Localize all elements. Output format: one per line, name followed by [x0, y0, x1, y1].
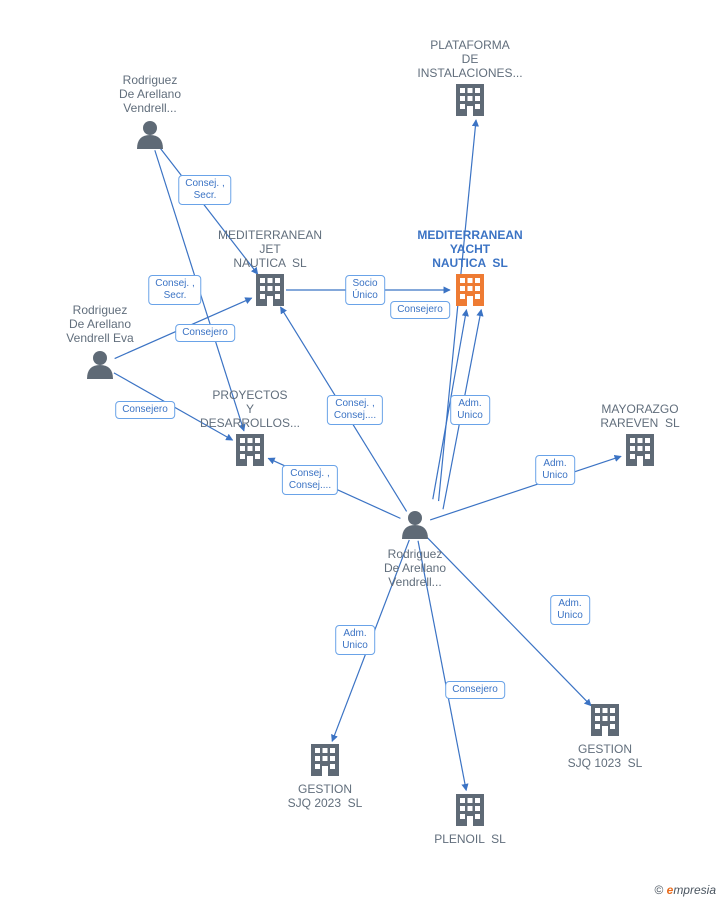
- edge-label: Consej. , Secr.: [178, 175, 231, 205]
- building-icon[interactable]: [456, 274, 484, 306]
- edge-label: Consej. , Consej....: [282, 465, 338, 495]
- building-icon[interactable]: [311, 744, 339, 776]
- edge-label: Consej. , Secr.: [148, 275, 201, 305]
- edge-label: Socio Único: [345, 275, 385, 305]
- node-label: Rodriguez De Arellano Vendrell...: [384, 547, 446, 589]
- edge-label: Consejero: [390, 301, 450, 319]
- person-icon[interactable]: [402, 511, 428, 539]
- node-label: MAYORAZGO RAREVEN SL: [600, 402, 679, 430]
- node-label: Rodriguez De Arellano Vendrell...: [119, 73, 181, 115]
- node-label: PROYECTOS Y DESARROLLOS...: [200, 388, 300, 430]
- edge-label: Adm. Unico: [335, 625, 375, 655]
- node-label: PLENOIL SL: [434, 832, 506, 846]
- node-label: GESTION SJQ 2023 SL: [288, 782, 363, 810]
- brand-rest: mpresia: [673, 883, 716, 897]
- building-icon[interactable]: [236, 434, 264, 466]
- node-label: Rodriguez De Arellano Vendrell Eva: [66, 303, 133, 345]
- node-label: PLATAFORMA DE INSTALACIONES...: [417, 38, 522, 80]
- edge-label: Consejero: [175, 324, 235, 342]
- person-icon[interactable]: [87, 351, 113, 379]
- edge-label: Consejero: [115, 401, 175, 419]
- edge-label: Consej. , Consej....: [327, 395, 383, 425]
- node-label: MEDITERRANEAN JET NAUTICA SL: [218, 228, 322, 270]
- building-icon[interactable]: [456, 794, 484, 826]
- person-icon[interactable]: [137, 121, 163, 149]
- building-icon[interactable]: [626, 434, 654, 466]
- edge-label: Adm. Unico: [550, 595, 590, 625]
- building-icon[interactable]: [256, 274, 284, 306]
- edge-label: Adm. Unico: [450, 395, 490, 425]
- copyright: © empresia: [654, 883, 716, 897]
- building-icon[interactable]: [456, 84, 484, 116]
- node-label: GESTION SJQ 1023 SL: [568, 742, 643, 770]
- edge-label: Adm. Unico: [535, 455, 575, 485]
- copyright-symbol: ©: [654, 883, 663, 897]
- building-icon[interactable]: [591, 704, 619, 736]
- edge-label: Consejero: [445, 681, 505, 699]
- edge: [430, 456, 621, 520]
- node-label: MEDITERRANEAN YACHT NAUTICA SL: [417, 228, 522, 270]
